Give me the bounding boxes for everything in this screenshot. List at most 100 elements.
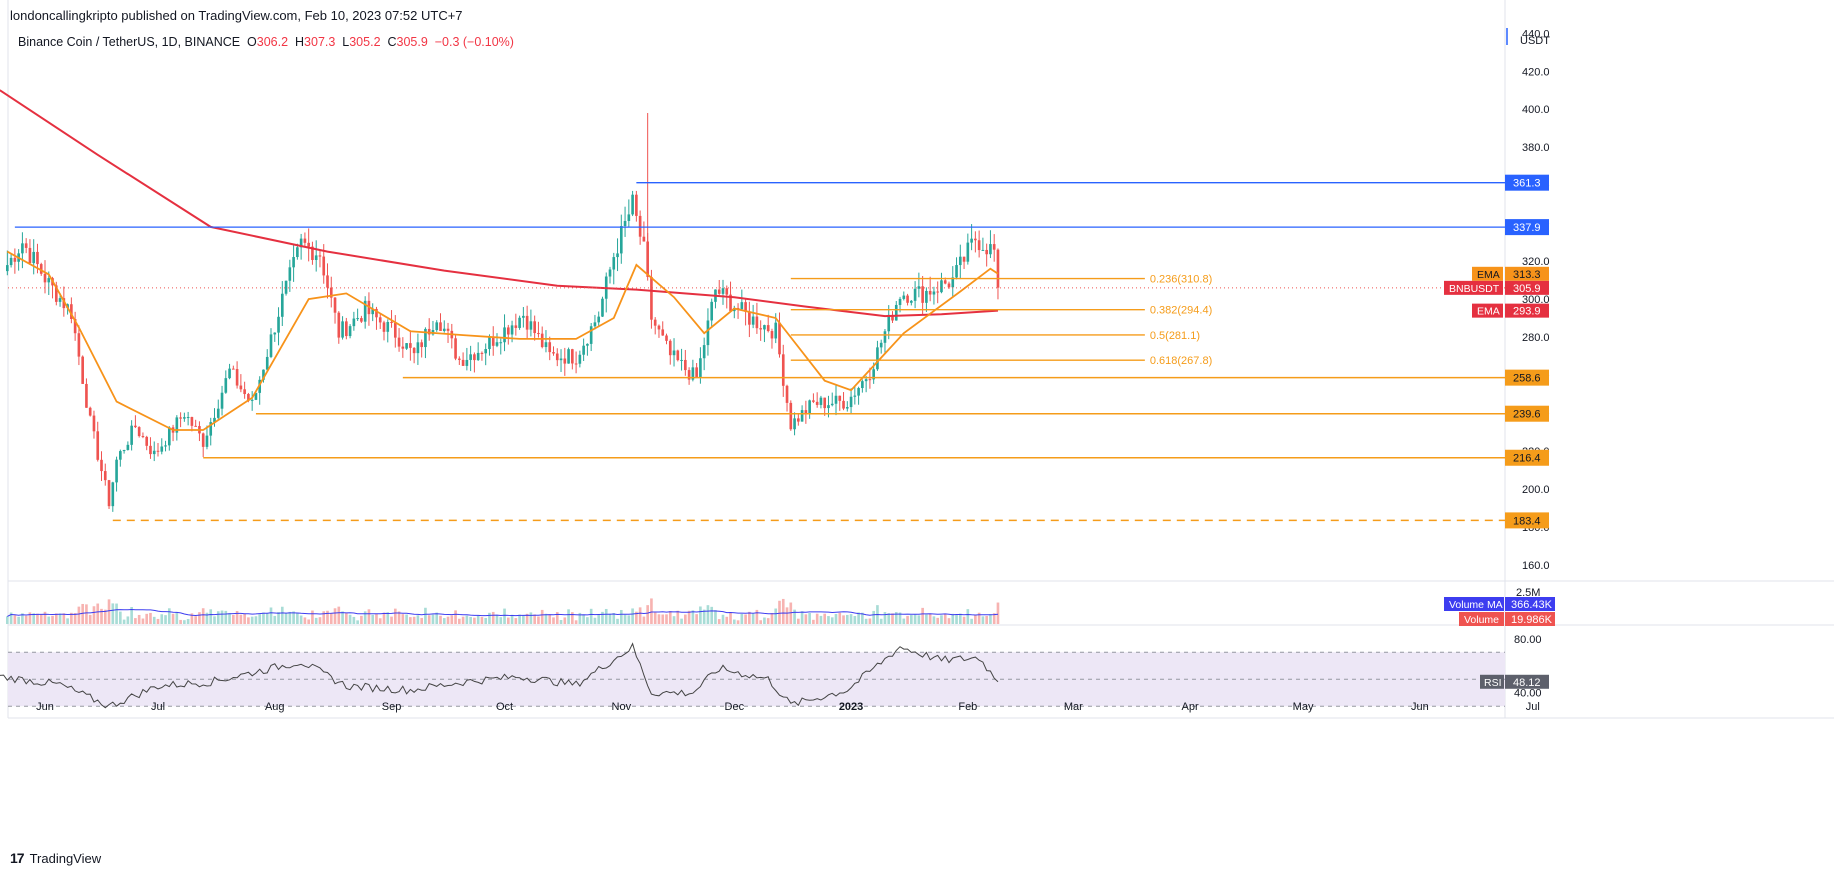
- candle-body: [363, 300, 367, 322]
- candle-body: [729, 294, 732, 312]
- price-tag-name: BNBUSDT: [1449, 283, 1500, 295]
- time-axis-label: Sep: [382, 701, 402, 713]
- candle-body: [145, 436, 149, 446]
- volume-bar: [601, 611, 604, 624]
- candle-body: [409, 343, 412, 348]
- volume-bar: [966, 609, 970, 624]
- volume-bar: [725, 616, 729, 624]
- rsi-line: [0, 642, 999, 709]
- candle-body: [495, 342, 499, 346]
- time-axis-label: May: [1293, 701, 1314, 713]
- candle-body: [695, 367, 698, 378]
- candle-body: [857, 388, 860, 396]
- candle-body: [318, 255, 322, 257]
- volume-bar: [348, 614, 352, 624]
- volume-bar: [296, 613, 299, 624]
- candle-body: [356, 318, 359, 320]
- open-label: O: [247, 35, 257, 49]
- volume-bar: [819, 615, 823, 624]
- candle-body: [111, 482, 115, 507]
- candle-body: [770, 331, 774, 339]
- volume-bar: [390, 616, 393, 624]
- volume-bar: [28, 612, 32, 624]
- resistance-price-tag: [1505, 219, 1549, 236]
- volume-bar: [537, 616, 540, 624]
- volume-bar: [571, 612, 574, 624]
- candle-body: [88, 407, 92, 416]
- volume-bar: [812, 619, 815, 624]
- candle-body: [646, 241, 649, 277]
- price-tick-label: 200.0: [1522, 484, 1550, 496]
- volume-bar: [326, 610, 329, 624]
- volume-bar: [748, 611, 751, 624]
- candle-body: [119, 451, 122, 460]
- volume-bar: [650, 598, 653, 624]
- candle-body: [224, 378, 228, 393]
- volume-bar: [51, 615, 54, 624]
- candle-body: [469, 354, 472, 360]
- volume-bar: [510, 614, 514, 624]
- volume-bar: [661, 614, 665, 624]
- volume-value: 19.986K: [1511, 614, 1553, 626]
- high-value: 307.3: [304, 35, 336, 49]
- candle-body: [62, 298, 66, 309]
- volume-bar: [458, 618, 461, 624]
- ema-200-line: [0, 89, 999, 318]
- volume-name: Volume: [1464, 614, 1499, 626]
- volume-bar: [461, 616, 465, 624]
- candle-body: [220, 392, 224, 409]
- candle-body: [819, 397, 823, 405]
- volume-bar: [680, 618, 683, 624]
- candle-body: [845, 407, 849, 409]
- volume-bar: [559, 619, 563, 624]
- candle-body: [510, 325, 514, 335]
- volume-bar: [838, 612, 842, 624]
- volume-bar: [341, 611, 344, 624]
- candle-body: [544, 342, 548, 348]
- volume-bar: [989, 614, 992, 624]
- candle-body: [601, 298, 604, 317]
- candle-body: [254, 392, 258, 400]
- volume-bar: [597, 614, 601, 624]
- price-tick-label: 440.0: [1522, 28, 1550, 40]
- price-tag-value-box: [1505, 266, 1549, 281]
- candle-body: [54, 285, 58, 302]
- volume-bar: [552, 617, 555, 624]
- price-tick-label: 420.0: [1522, 66, 1550, 78]
- candle-body: [578, 354, 582, 364]
- volume-bar: [578, 612, 582, 624]
- symbol-name[interactable]: Binance Coin / TetherUS, 1D, BINANCE: [18, 35, 241, 49]
- candle-body: [966, 242, 970, 262]
- candle-body: [838, 395, 842, 401]
- volume-bar: [220, 610, 224, 624]
- candle-body: [288, 267, 292, 281]
- volume-bar: [804, 614, 808, 624]
- tradingview-logo[interactable]: 17 TradingView: [10, 850, 101, 866]
- candle-body: [292, 257, 295, 268]
- volume-bar: [247, 617, 250, 624]
- volume-bar: [145, 613, 149, 624]
- volume-bar: [729, 612, 732, 624]
- candle-body: [303, 238, 307, 243]
- volume-bar: [254, 616, 258, 624]
- support-price-tag: [1505, 369, 1549, 386]
- volume-bar: [92, 606, 96, 624]
- candle-body: [476, 352, 480, 361]
- candle-body: [834, 395, 838, 404]
- volume-bar: [280, 606, 284, 624]
- volume-bar: [917, 615, 921, 624]
- candle-body: [616, 253, 619, 258]
- candle-body: [947, 283, 951, 288]
- volume-bar: [687, 610, 691, 624]
- volume-bar: [216, 611, 220, 624]
- volume-bar: [996, 602, 1000, 624]
- candle-body: [725, 288, 729, 295]
- volume-bar: [582, 614, 585, 624]
- volume-bar: [706, 605, 710, 624]
- candle-body: [623, 220, 627, 227]
- candle-body: [540, 333, 544, 348]
- volume-ma-name-box: [1444, 597, 1504, 611]
- candle-body: [70, 304, 73, 319]
- candle-body: [932, 291, 936, 295]
